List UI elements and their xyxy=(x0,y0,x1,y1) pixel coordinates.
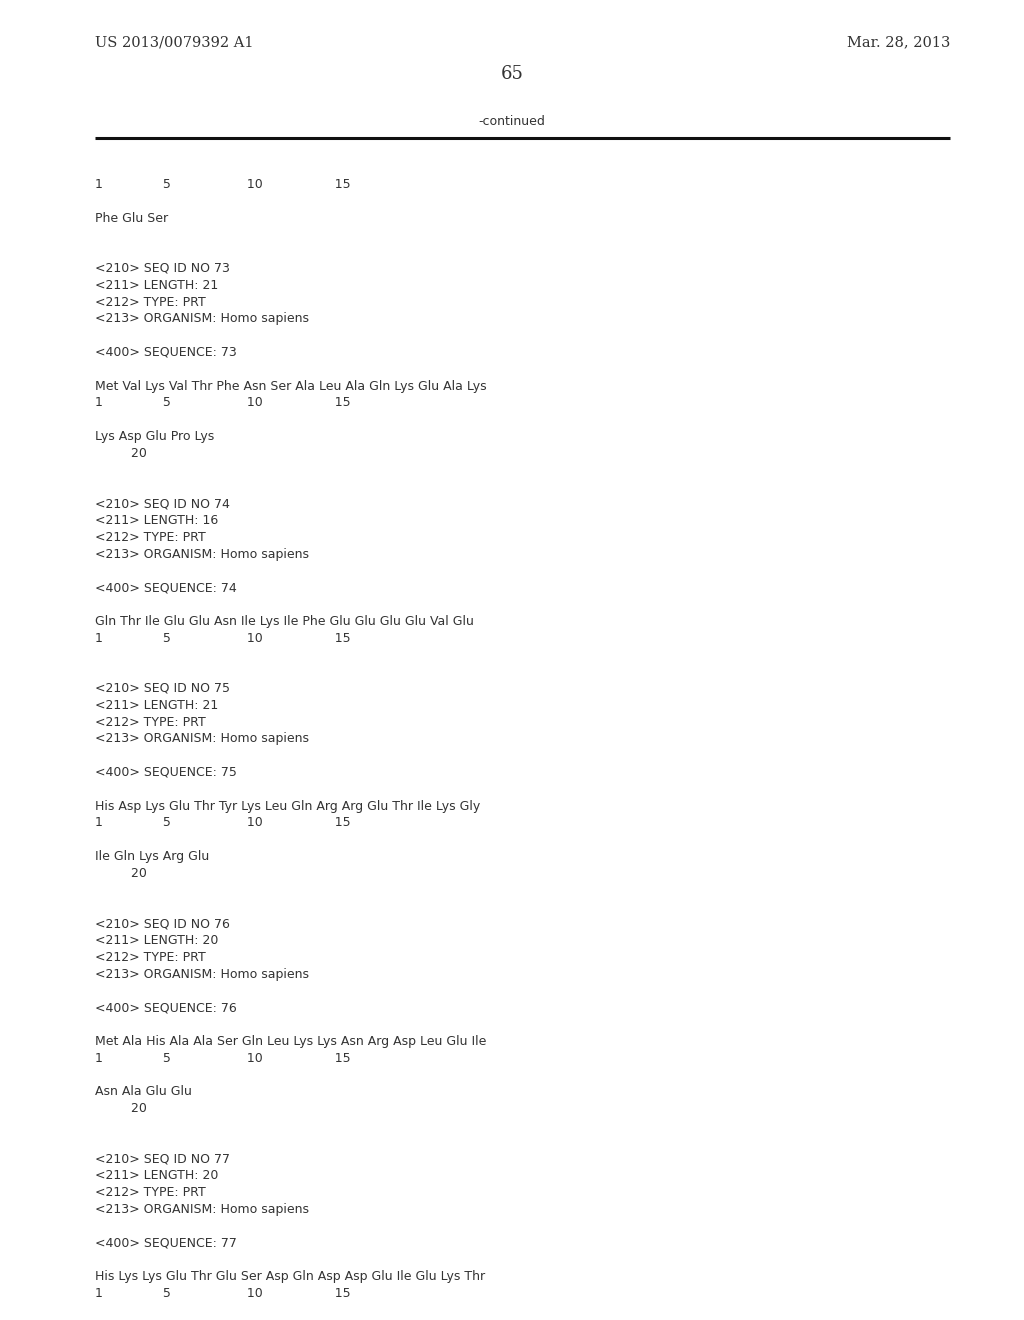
Text: 1               5                   10                  15: 1 5 10 15 xyxy=(95,631,350,644)
Text: <211> LENGTH: 20: <211> LENGTH: 20 xyxy=(95,935,218,946)
Text: Lys Asp Glu Pro Lys: Lys Asp Glu Pro Lys xyxy=(95,430,214,444)
Text: <212> TYPE: PRT: <212> TYPE: PRT xyxy=(95,715,206,729)
Text: 20: 20 xyxy=(95,1102,146,1115)
Text: 20: 20 xyxy=(95,867,146,880)
Text: <213> ORGANISM: Homo sapiens: <213> ORGANISM: Homo sapiens xyxy=(95,1203,309,1216)
Text: His Lys Lys Glu Thr Glu Ser Asp Gln Asp Asp Glu Ile Glu Lys Thr: His Lys Lys Glu Thr Glu Ser Asp Gln Asp … xyxy=(95,1270,485,1283)
Text: <212> TYPE: PRT: <212> TYPE: PRT xyxy=(95,950,206,964)
Text: <210> SEQ ID NO 74: <210> SEQ ID NO 74 xyxy=(95,498,229,511)
Text: <213> ORGANISM: Homo sapiens: <213> ORGANISM: Homo sapiens xyxy=(95,968,309,981)
Text: <211> LENGTH: 21: <211> LENGTH: 21 xyxy=(95,279,218,292)
Text: Mar. 28, 2013: Mar. 28, 2013 xyxy=(847,36,950,49)
Text: Met Ala His Ala Ala Ser Gln Leu Lys Lys Asn Arg Asp Leu Glu Ile: Met Ala His Ala Ala Ser Gln Leu Lys Lys … xyxy=(95,1035,486,1048)
Text: 1               5                   10                  15: 1 5 10 15 xyxy=(95,1287,350,1300)
Text: His Asp Lys Glu Thr Tyr Lys Leu Gln Arg Arg Glu Thr Ile Lys Gly: His Asp Lys Glu Thr Tyr Lys Leu Gln Arg … xyxy=(95,800,480,813)
Text: Gln Thr Ile Glu Glu Asn Ile Lys Ile Phe Glu Glu Glu Glu Val Glu: Gln Thr Ile Glu Glu Asn Ile Lys Ile Phe … xyxy=(95,615,474,628)
Text: 65: 65 xyxy=(501,65,523,83)
Text: 1               5                   10                  15: 1 5 10 15 xyxy=(95,1052,350,1065)
Text: <400> SEQUENCE: 73: <400> SEQUENCE: 73 xyxy=(95,346,237,359)
Text: Phe Glu Ser: Phe Glu Ser xyxy=(95,211,168,224)
Text: Ile Gln Lys Arg Glu: Ile Gln Lys Arg Glu xyxy=(95,850,209,863)
Text: <213> ORGANISM: Homo sapiens: <213> ORGANISM: Homo sapiens xyxy=(95,548,309,561)
Text: <400> SEQUENCE: 77: <400> SEQUENCE: 77 xyxy=(95,1237,237,1250)
Text: <210> SEQ ID NO 73: <210> SEQ ID NO 73 xyxy=(95,261,229,275)
Text: <400> SEQUENCE: 76: <400> SEQUENCE: 76 xyxy=(95,1001,237,1014)
Text: <213> ORGANISM: Homo sapiens: <213> ORGANISM: Homo sapiens xyxy=(95,313,309,326)
Text: <210> SEQ ID NO 75: <210> SEQ ID NO 75 xyxy=(95,682,230,696)
Text: US 2013/0079392 A1: US 2013/0079392 A1 xyxy=(95,36,254,49)
Text: -continued: -continued xyxy=(478,115,546,128)
Text: <211> LENGTH: 20: <211> LENGTH: 20 xyxy=(95,1170,218,1183)
Text: 1               5                   10                  15: 1 5 10 15 xyxy=(95,396,350,409)
Text: 1               5                   10                  15: 1 5 10 15 xyxy=(95,178,350,191)
Text: <210> SEQ ID NO 76: <210> SEQ ID NO 76 xyxy=(95,917,229,931)
Text: <211> LENGTH: 21: <211> LENGTH: 21 xyxy=(95,698,218,711)
Text: Met Val Lys Val Thr Phe Asn Ser Ala Leu Ala Gln Lys Glu Ala Lys: Met Val Lys Val Thr Phe Asn Ser Ala Leu … xyxy=(95,380,486,392)
Text: <212> TYPE: PRT: <212> TYPE: PRT xyxy=(95,296,206,309)
Text: Asn Ala Glu Glu: Asn Ala Glu Glu xyxy=(95,1085,191,1098)
Text: <212> TYPE: PRT: <212> TYPE: PRT xyxy=(95,1185,206,1199)
Text: <210> SEQ ID NO 77: <210> SEQ ID NO 77 xyxy=(95,1152,230,1166)
Text: 20: 20 xyxy=(95,446,146,459)
Text: <211> LENGTH: 16: <211> LENGTH: 16 xyxy=(95,513,218,527)
Text: <400> SEQUENCE: 74: <400> SEQUENCE: 74 xyxy=(95,581,237,594)
Text: <400> SEQUENCE: 75: <400> SEQUENCE: 75 xyxy=(95,766,237,779)
Text: <213> ORGANISM: Homo sapiens: <213> ORGANISM: Homo sapiens xyxy=(95,733,309,746)
Text: <212> TYPE: PRT: <212> TYPE: PRT xyxy=(95,531,206,544)
Text: 1               5                   10                  15: 1 5 10 15 xyxy=(95,816,350,829)
